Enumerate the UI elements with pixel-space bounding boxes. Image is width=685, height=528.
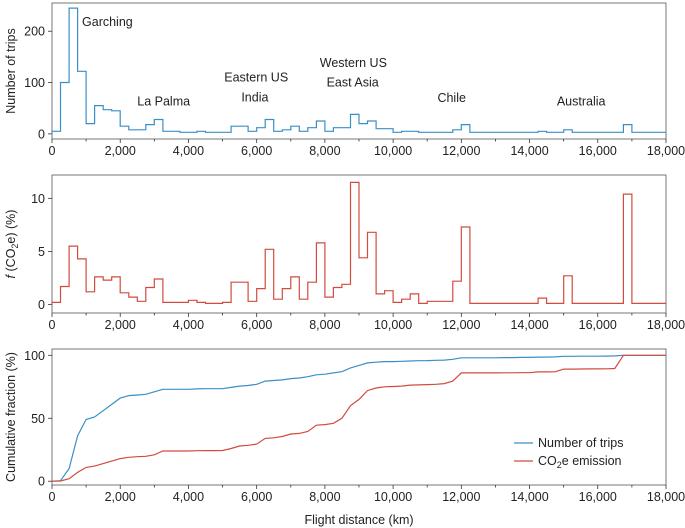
annotation-label: India [241, 91, 268, 105]
x-ticks: 0 2,000 4,000 6,000 8,000 10,000 12,000 14,000 1… [49, 313, 685, 332]
y-tick-label: 0 [38, 475, 45, 489]
y-ticks: 0 100 200 [24, 25, 52, 141]
panel-cumulative: 0 50 100 0 2,000 4,000 6,000 8,000 10,000 12,000… [4, 348, 685, 527]
x-tick-label: 4,000 [173, 490, 204, 504]
x-tick-label: 2,000 [105, 490, 136, 504]
y-axis-label-f: f [4, 273, 18, 278]
x-tick-label: 18,000 [647, 318, 685, 332]
y-tick-label: 100 [24, 76, 45, 90]
y-tick-label: 100 [24, 349, 45, 363]
legend-label-trips: Number of trips [538, 436, 623, 450]
x-tick-label: 12,000 [442, 318, 480, 332]
x-tick-label: 8,000 [309, 318, 340, 332]
x-tick-label: 6,000 [241, 318, 272, 332]
legend-label-co2e-main: CO [538, 454, 557, 468]
y-ticks: 0 5 10 [31, 192, 52, 312]
panel-trips-histogram: 0 100 200 0 2,000 4,000 6,000 8,000 10,000 12,00… [4, 2, 685, 158]
y-tick-label: 5 [38, 245, 45, 259]
y-axis-label-suffix: e) (%) [4, 210, 18, 244]
panel-co2e-histogram: 0 5 10 0 2,000 4,000 6,000 8,000 10,000 12,000 14… [4, 174, 685, 332]
x-tick-label: 0 [49, 490, 56, 504]
x-tick-label: 8,000 [309, 144, 340, 158]
histogram-line [51, 181, 666, 305]
x-tick-label: 16,000 [579, 318, 617, 332]
x-tick-label: 14,000 [510, 318, 548, 332]
y-tick-label: 10 [31, 192, 45, 206]
annotation-label: East Asia [327, 76, 379, 90]
legend-label-co2e-sub: 2 [557, 460, 562, 470]
x-tick-label: 14,000 [510, 490, 548, 504]
x-tick-label: 12,000 [442, 490, 480, 504]
x-tick-label: 2,000 [105, 318, 136, 332]
y-axis-label: f (CO2e) (%) [4, 210, 20, 279]
x-tick-label: 18,000 [647, 144, 685, 158]
x-tick-label: 16,000 [579, 490, 617, 504]
x-tick-label: 6,000 [241, 490, 272, 504]
series-layer [51, 354, 666, 482]
y-tick-label: 200 [24, 25, 45, 39]
annotation-label: Australia [557, 95, 606, 109]
series-layer [51, 7, 666, 134]
x-tick-label: 0 [49, 144, 56, 158]
y-axis-label: Cumulative fraction (%) [4, 352, 18, 482]
x-ticks: 0 2,000 4,000 6,000 8,000 10,000 12,000 14,000 1… [49, 485, 685, 504]
x-tick-label: 12,000 [442, 144, 480, 158]
series-layer [51, 181, 666, 305]
annotations: Garching La Palma Eastern US India Western U… [82, 15, 606, 109]
series-line-co2e [51, 354, 666, 482]
x-tick-label: 6,000 [241, 144, 272, 158]
legend-label-co2e: CO2e emission [538, 454, 622, 470]
x-ticks: 0 2,000 4,000 6,000 8,000 10,000 12,000 14,000 1… [49, 139, 685, 158]
x-tick-label: 18,000 [647, 490, 685, 504]
x-tick-label: 10,000 [374, 490, 412, 504]
x-tick-label: 4,000 [173, 318, 204, 332]
x-tick-label: 10,000 [374, 144, 412, 158]
x-tick-label: 2,000 [105, 144, 136, 158]
y-ticks: 0 50 100 [24, 349, 52, 489]
y-axis-label-main: (CO [4, 248, 18, 275]
x-tick-label: 14,000 [510, 144, 548, 158]
annotation-label: La Palma [137, 95, 190, 109]
y-axis-label: Number of trips [4, 28, 18, 113]
x-tick-label: 16,000 [579, 144, 617, 158]
x-tick-label: 8,000 [309, 490, 340, 504]
x-tick-label: 4,000 [173, 144, 204, 158]
annotation-label: Western US [320, 56, 387, 70]
histogram-line [51, 7, 666, 134]
y-tick-label: 0 [38, 298, 45, 312]
x-tick-label: 0 [49, 318, 56, 332]
y-tick-label: 0 [38, 127, 45, 141]
y-axis-label-sub: 2 [10, 244, 20, 249]
annotation-label: Chile [437, 91, 466, 105]
legend-label-co2e-suffix: e emission [562, 454, 622, 468]
annotation-label: Garching [82, 15, 133, 29]
legend: Number of trips CO2e emission [514, 436, 623, 470]
annotation-label: Eastern US [224, 71, 288, 85]
y-tick-label: 50 [31, 412, 45, 426]
x-tick-label: 10,000 [374, 318, 412, 332]
series-line-trips [51, 354, 666, 482]
x-axis-label: Flight distance (km) [304, 513, 413, 527]
